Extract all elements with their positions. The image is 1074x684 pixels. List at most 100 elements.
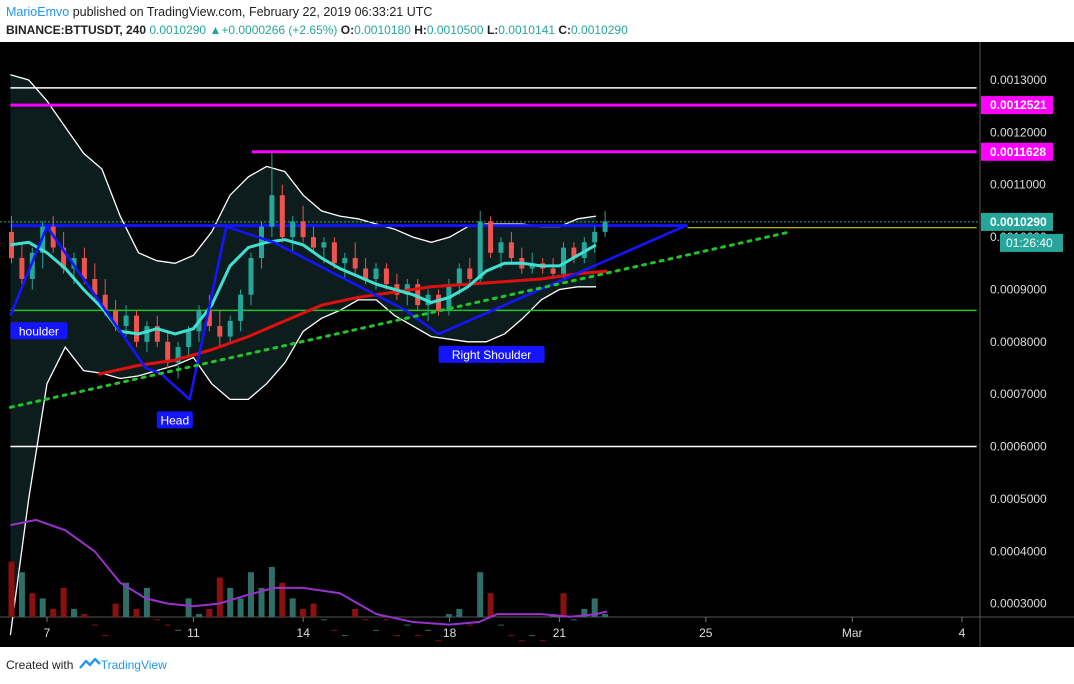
volume-bar [71,608,77,617]
volume-bar [196,614,202,617]
annotation-label: Right Shoulder [438,345,545,363]
candle-body [508,242,514,258]
volume-bar [133,608,140,617]
bollinger-band-fill [10,74,596,636]
candle-body [206,310,212,327]
countdown-label: 01:26:40 [1006,236,1053,250]
candle-body [436,294,441,311]
volume-bar [206,608,213,617]
candle-body [383,268,389,285]
high-label: H: [414,23,427,37]
price-badge [981,142,1053,161]
price-tick-label: 0.0003000 [990,597,1047,611]
time-tick-label: 18 [443,626,457,640]
ohlc-line: BINANCE:BTTUSDT, 240 0.0010290 ▲+0.00002… [6,23,628,37]
volume-bar [216,577,223,617]
candle-body [415,284,421,306]
time-tick-label: 11 [187,626,200,640]
annotation-text: houlder [19,324,59,338]
candle-body [81,258,87,279]
close-value: 0.0010290 [571,23,628,37]
volume-bar [258,587,265,617]
bollinger-upper [10,74,597,264]
volume-bar [560,593,567,617]
volume-bar [123,582,130,617]
volume-bar [164,624,171,626]
volume-bar [175,629,182,631]
price-tick-label: 0.0006000 [990,440,1047,454]
volume-bars [8,518,609,642]
candle-body [467,268,473,279]
volume-bar [81,614,88,617]
volume-moving-average [10,518,608,626]
volume-bar [289,598,296,617]
price-tick-label: 0.0007000 [990,387,1047,401]
volume-bar [237,598,244,617]
volume-bar [373,629,379,631]
time-tick-label: 4 [959,626,966,640]
candle-body [102,294,108,311]
volume-bar [60,587,67,617]
volume-bar [435,640,442,642]
volume-bar [268,567,275,617]
volume-bar [143,587,150,617]
candle-body [342,258,348,264]
candle-body [113,310,119,327]
candle-body [186,331,192,347]
candle-body [592,231,598,243]
dotted-trend-line [8,230,792,409]
volume-bar [112,603,119,617]
candle-body [477,221,483,279]
candle-body [321,242,327,248]
close-label: C: [558,23,572,37]
volume-bar [529,635,536,637]
candle-body [154,326,160,342]
annotation-box [10,322,68,340]
price-axis[interactable]: 0.00130000.00120000.00110000.00100000.00… [981,73,1063,611]
footer: Created with TradingView [6,657,167,672]
time-axis[interactable]: 7 11 14 18 21 25 Mar 4 [44,617,966,640]
chart-header: MarioEmvo published on TradingView.com, … [0,0,1074,42]
candle-body [331,242,337,264]
symbol-label: BINANCE:BTTUSDT, 240 [6,23,147,37]
author-link[interactable]: MarioEmvo [6,5,70,19]
candle-body [92,279,98,295]
candle-body [363,268,369,279]
volume-bar [591,598,598,617]
volume-bar [477,572,484,617]
time-axis-background [0,617,1074,647]
high-value: 0.0010500 [426,23,484,37]
countdown-badge [1000,233,1063,252]
price-tick-label: 0.0005000 [990,492,1047,506]
volume-bar [29,593,36,617]
price-chart[interactable]: houlder Head Right Shoulder 0.0013000 0.001… [0,42,1074,647]
price-badge-label: 0.0010290 [990,215,1047,229]
candle-body [175,347,181,363]
low-label: L: [486,23,499,37]
tradingview-logo-icon [78,657,101,669]
candle-body [571,247,577,259]
annotation-label: Head [156,411,193,429]
volume-bar [331,629,338,631]
annotation-box [156,411,193,429]
volume-bar [50,608,57,617]
candle-body [488,221,494,253]
volume-bar [300,608,307,617]
tradingview-brand[interactable]: TradingView [100,658,167,672]
candle-body [300,221,306,238]
created-with-text: Created with [6,658,74,672]
annotation-box [438,345,545,363]
candle-body [134,315,139,342]
publish-line: MarioEmvo published on TradingView.com, … [6,5,432,19]
head-and-shoulders-pattern [8,225,792,409]
candle-body [498,242,504,253]
volume-bar [279,582,286,617]
volume-bar [518,640,525,642]
volume-bar [602,614,609,617]
price-tick-label: 0.0009000 [990,283,1047,297]
candle-body [550,268,556,274]
annotation-text: Head [160,413,189,427]
time-tick-label: 14 [297,626,311,640]
last-price: 0.0010290 [149,23,207,37]
candle-body [123,315,129,327]
